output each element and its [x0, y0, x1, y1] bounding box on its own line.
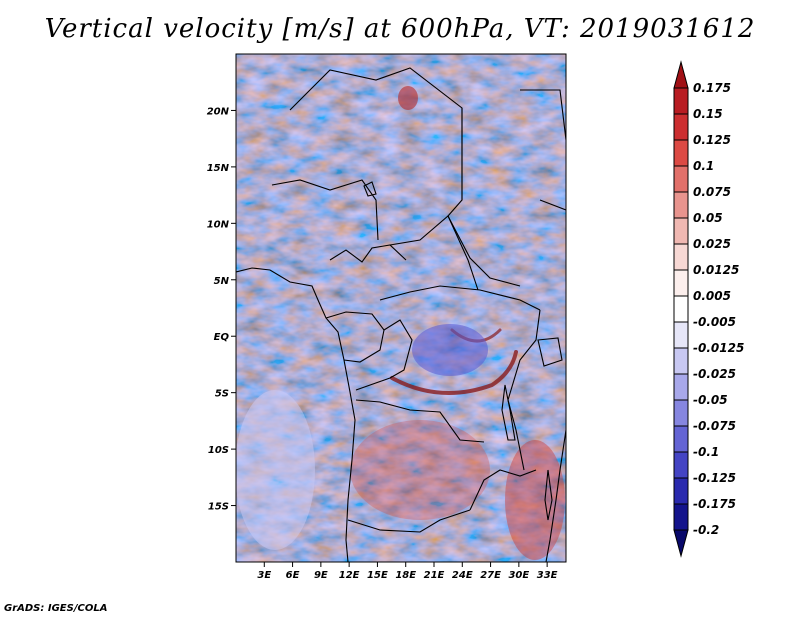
- colorbar-label: 0.15: [693, 107, 723, 121]
- colorbar-segment: [673, 243, 689, 271]
- colorbar-segment: [673, 399, 689, 427]
- strong-convection-regions: [236, 86, 565, 560]
- colorbar: 0.175 0.15 0.125 0.1 0.075 0.05 0.025 0.0125 0.0…: [673, 60, 744, 558]
- border-angola-south: [347, 509, 471, 533]
- colorbar-label: -0.025: [693, 367, 736, 381]
- colorbar-segment: [673, 269, 689, 297]
- colorbar-segment: [673, 503, 689, 531]
- colorbar-label: 0.0125: [693, 263, 739, 277]
- latitude-axis: 20N 15N 10N 5N EQ 5S 10S 15S: [207, 106, 236, 513]
- colorbar-label: -0.175: [693, 497, 736, 511]
- border-nigeria-cameroon: [329, 244, 407, 263]
- border-sudan-east: [520, 89, 566, 211]
- colorbar-label: -0.2: [693, 523, 719, 537]
- map-panel: [236, 54, 566, 562]
- border-drc-north: [379, 285, 541, 311]
- red-area-north: [398, 86, 418, 110]
- lat-tick-label: 5N: [214, 276, 230, 287]
- colorbar-label: 0.175: [693, 81, 731, 95]
- border-east-rift: [507, 309, 541, 471]
- lake-victoria: [537, 337, 563, 367]
- colorbar-segment: [673, 347, 689, 375]
- lon-tick-label: 9E: [314, 570, 328, 581]
- colorbar-label: 0.025: [693, 237, 731, 251]
- descent-core-congo: [412, 324, 488, 376]
- lat-tick-label: 15N: [207, 163, 230, 174]
- longitude-axis: 3E 6E 9E 12E 15E 18E 21E 24E 27E 30E 33E: [257, 562, 558, 581]
- colorbar-label: 0.075: [693, 185, 731, 199]
- lake-tanganyika: [501, 384, 516, 441]
- lat-tick-label: 10S: [208, 445, 229, 456]
- border-congo-drc: [355, 319, 413, 391]
- lake-malawi: [544, 469, 553, 521]
- colorbar-segment: [673, 191, 689, 219]
- border-car: [389, 215, 521, 287]
- colorbar-segment: [673, 139, 689, 167]
- lat-tick-label: 20N: [207, 106, 230, 117]
- colorbar-segment: [673, 113, 689, 141]
- colorbar-segment: [673, 165, 689, 193]
- coastlines-and-borders: [236, 67, 566, 562]
- plot-title: Vertical velocity [m/s] at 600hPa, VT: 2…: [44, 14, 756, 44]
- colorbar-label: -0.075: [693, 419, 736, 433]
- colorbar-label: 0.125: [693, 133, 731, 147]
- colorbar-label: 0.05: [693, 211, 723, 225]
- colorbar-label: -0.05: [693, 393, 728, 407]
- border-zambia: [469, 469, 537, 511]
- colorbar-segment: [673, 217, 689, 245]
- red-area-southeast: [505, 440, 565, 560]
- lat-tick-label: 15S: [208, 502, 229, 513]
- footer-credit: GrADS: IGES/COLA: [4, 603, 108, 614]
- border-niger-nigeria: [271, 179, 379, 241]
- lon-tick-label: 21E: [424, 570, 445, 581]
- colorbar-bottom-arrow: [673, 529, 689, 558]
- colorbar-label: -0.125: [693, 471, 736, 485]
- colorbar-segment: [673, 425, 689, 453]
- ascent-band-congo: [390, 350, 518, 395]
- blue-area-atlantic: [236, 390, 315, 550]
- lon-tick-label: 30E: [508, 570, 529, 581]
- colorbar-segment: [673, 373, 689, 401]
- lon-tick-label: 3E: [257, 570, 271, 581]
- coastline-west-africa: [236, 267, 356, 562]
- colorbar-segment: [673, 477, 689, 505]
- coastline-east-africa: [545, 429, 566, 562]
- lon-tick-label: 15E: [367, 570, 388, 581]
- colorbar-segment: [673, 321, 689, 349]
- lon-tick-label: 12E: [339, 570, 360, 581]
- colorbar-label: -0.1: [693, 445, 719, 459]
- colorbar-segment: [673, 451, 689, 479]
- map-frame: [235, 53, 567, 563]
- lake-chad: [363, 181, 377, 197]
- lon-tick-label: 18E: [395, 570, 416, 581]
- lon-tick-label: 27E: [480, 570, 501, 581]
- colorbar-segment: [673, 87, 689, 115]
- colorbar-label: -0.005: [693, 315, 736, 329]
- lat-tick-label: 10N: [207, 219, 230, 230]
- lat-tick-label: EQ: [214, 332, 230, 343]
- lon-tick-label: 33E: [537, 570, 558, 581]
- lat-tick-label: 5S: [215, 389, 229, 400]
- red-area-angola: [350, 420, 490, 520]
- lon-tick-label: 24E: [452, 570, 473, 581]
- lon-tick-label: 6E: [286, 570, 300, 581]
- colorbar-segment: [673, 295, 689, 323]
- colorbar-top-arrow: [673, 60, 689, 89]
- colorbar-label: -0.0125: [693, 341, 744, 355]
- plot-canvas: 20N 15N 10N 5N EQ 5S 10S 15S 3E 6E 9E 12E 15E 18E 21E…: [207, 53, 744, 581]
- border-angola-drc: [355, 399, 485, 443]
- colorbar-label: 0.005: [693, 289, 731, 303]
- colorbar-label: 0.1: [693, 159, 714, 173]
